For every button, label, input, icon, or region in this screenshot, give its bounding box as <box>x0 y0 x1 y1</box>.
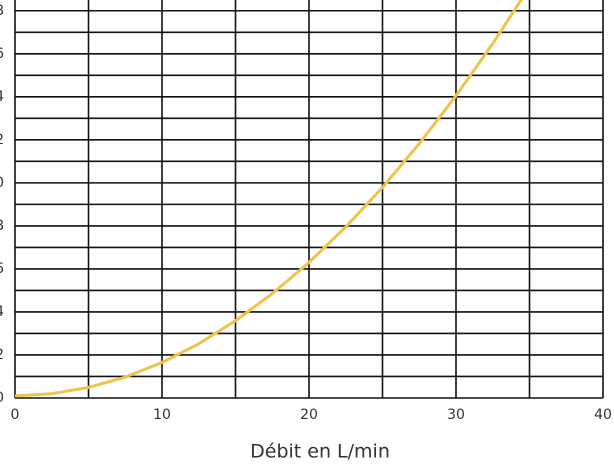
data-line <box>15 0 523 398</box>
x-axis-label: Débit en L/min <box>250 441 390 463</box>
y-tick-label: 4 <box>0 304 4 320</box>
y-tick-label: 8 <box>0 218 4 234</box>
x-tick-label: 40 <box>594 407 612 423</box>
y-tick-label: 14 <box>0 89 4 105</box>
x-tick-label: 0 <box>11 407 20 423</box>
y-tick-label: 16 <box>0 46 4 62</box>
y-tick-label: 18 <box>0 3 4 19</box>
y-tick-label: 0 <box>0 390 4 406</box>
y-tick-label: 12 <box>0 132 4 148</box>
y-tick-label: 10 <box>0 175 4 191</box>
x-tick-label: 10 <box>153 407 171 423</box>
y-tick-label: 2 <box>0 347 4 363</box>
x-tick-label: 30 <box>447 407 465 423</box>
x-tick-label: 20 <box>300 407 318 423</box>
y-tick-label: 6 <box>0 261 4 277</box>
